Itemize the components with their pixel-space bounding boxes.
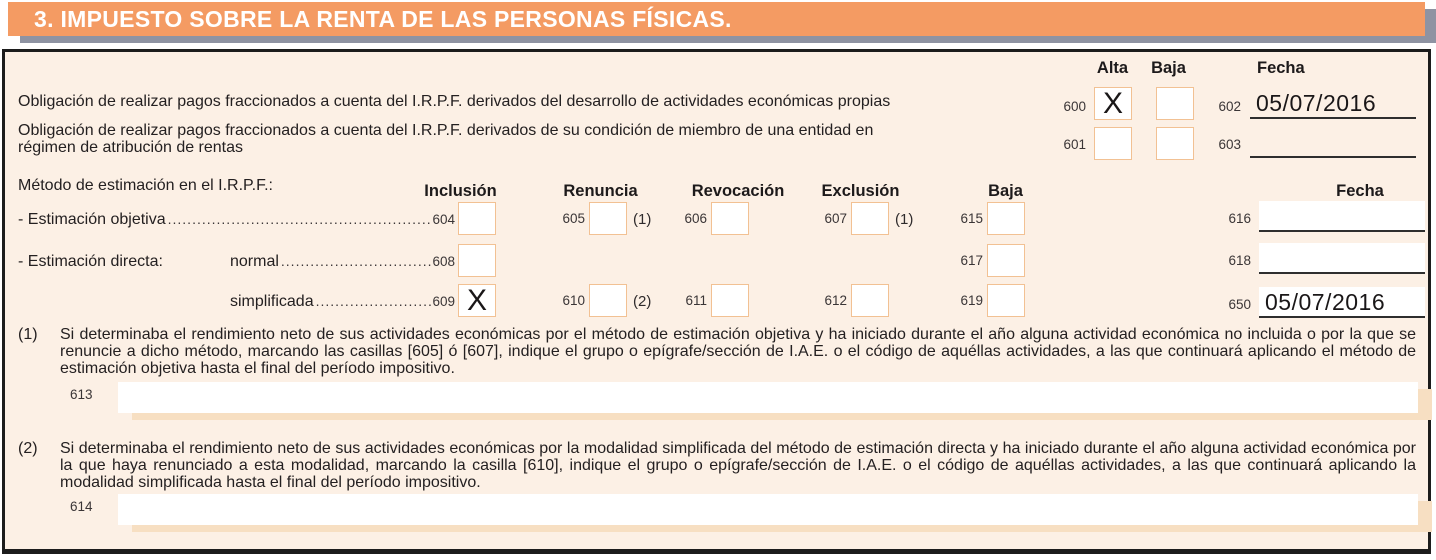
- column-header-exclusion: Exclusión: [821, 182, 900, 200]
- leader-dots: ........................................…: [315, 293, 433, 309]
- code-611: 611: [685, 293, 707, 308]
- obligation-2-label-line2: régimen de atribución de rentas: [18, 139, 244, 156]
- estimacion-objetiva-row-label: - Estimación objetiva ..................…: [18, 211, 455, 229]
- checkbox-619-baja[interactable]: [987, 284, 1025, 317]
- code-606: 606: [684, 211, 707, 226]
- code-614: 614: [70, 499, 93, 514]
- code-600: 600: [1063, 99, 1086, 114]
- field-650-fecha[interactable]: 05/07/2016: [1259, 287, 1425, 318]
- checkbox-607-exclusion[interactable]: [851, 202, 889, 235]
- checkbox-600-baja[interactable]: [1156, 87, 1194, 120]
- column-header-renuncia: Renuncia: [563, 182, 638, 200]
- metodo-title: Método de estimación en el I.R.P.F.:: [18, 177, 273, 194]
- note-ref-610: (2): [633, 293, 652, 310]
- code-610: 610: [562, 293, 585, 308]
- code-616: 616: [1228, 211, 1251, 226]
- code-612: 612: [824, 293, 847, 308]
- leader-dots: ........................................…: [280, 253, 433, 269]
- code-615: 615: [960, 211, 983, 226]
- field-616-fecha[interactable]: [1259, 201, 1425, 232]
- checkbox-610-renuncia[interactable]: [589, 284, 627, 317]
- footnote-1-text: Si determinaba el rendimiento neto de su…: [60, 326, 1416, 377]
- checkbox-600-alta[interactable]: X: [1094, 87, 1132, 120]
- code-601: 601: [1063, 137, 1086, 152]
- checkbox-604-inclusion[interactable]: [458, 202, 496, 235]
- checkbox-617-baja[interactable]: [987, 244, 1025, 277]
- footnote-2-marker: (2): [18, 440, 38, 457]
- footnote-1-marker: (1): [18, 326, 38, 343]
- normal-label: normal: [230, 253, 279, 270]
- code-617: 617: [960, 253, 983, 268]
- checkbox-601-alta[interactable]: [1094, 127, 1132, 160]
- checkbox-605-renuncia[interactable]: [589, 202, 627, 235]
- checkbox-606-revocacion[interactable]: [711, 202, 749, 235]
- field-618-fecha[interactable]: [1259, 243, 1425, 274]
- code-650: 650: [1228, 297, 1251, 312]
- code-608: 608: [432, 254, 455, 269]
- checkbox-615-baja[interactable]: [987, 202, 1025, 235]
- code-605: 605: [562, 211, 585, 226]
- column-header-inclusion: Inclusión: [424, 182, 497, 200]
- code-604: 604: [432, 212, 455, 227]
- code-603: 603: [1218, 137, 1241, 152]
- column-header-baja: Baja: [1151, 59, 1186, 77]
- code-602: 602: [1218, 99, 1241, 114]
- code-618: 618: [1228, 253, 1251, 268]
- column-header-fecha-top: Fecha: [1257, 59, 1305, 77]
- field-614-input[interactable]: [118, 494, 1418, 525]
- code-619: 619: [960, 293, 983, 308]
- code-609: 609: [432, 294, 455, 309]
- note-ref-607: (1): [895, 211, 914, 228]
- checkbox-609-mark: X: [466, 283, 487, 317]
- checkbox-608-inclusion[interactable]: [458, 244, 496, 277]
- field-602-fecha[interactable]: 05/07/2016: [1250, 88, 1416, 119]
- code-613: 613: [70, 387, 93, 402]
- column-header-alta: Alta: [1096, 59, 1129, 77]
- simplificada-label: simplificada: [230, 293, 314, 310]
- obligation-2-label-line1: Obligación de realizar pagos fraccionado…: [18, 122, 874, 139]
- field-602-value: 05/07/2016: [1256, 90, 1377, 116]
- column-header-revocacion: Revocación: [691, 182, 785, 200]
- checkbox-611-revocacion[interactable]: [711, 284, 749, 317]
- section-header: 3. IMPUESTO SOBRE LA RENTA DE LAS PERSON…: [8, 2, 1425, 36]
- estimacion-objetiva-label: - Estimación objetiva: [18, 211, 166, 228]
- footnote-2-text: Si determinaba el rendimiento neto de su…: [60, 440, 1416, 491]
- code-607: 607: [824, 211, 847, 226]
- checkbox-612-exclusion[interactable]: [851, 284, 889, 317]
- column-header-fecha-metodo: Fecha: [1336, 182, 1384, 200]
- checkbox-601-baja[interactable]: [1156, 127, 1194, 160]
- note-ref-605: (1): [633, 211, 652, 228]
- section-title: 3. IMPUESTO SOBRE LA RENTA DE LAS PERSON…: [34, 6, 732, 32]
- estimacion-directa-label: - Estimación directa:: [18, 253, 163, 270]
- estimacion-directa-simplificada-row-label: simplificada ...........................…: [230, 293, 455, 311]
- field-603-fecha[interactable]: [1250, 127, 1416, 158]
- column-header-baja-metodo: Baja: [988, 182, 1023, 200]
- estimacion-directa-normal-row-label: normal .................................…: [230, 253, 455, 271]
- obligation-1-label: Obligación de realizar pagos fraccionado…: [18, 93, 891, 110]
- checkbox-609-inclusion[interactable]: X: [458, 284, 496, 317]
- field-650-value: 05/07/2016: [1265, 289, 1386, 315]
- field-613-input[interactable]: [118, 382, 1418, 413]
- checkbox-600-mark: X: [1102, 86, 1123, 120]
- leader-dots: ........................................…: [167, 211, 433, 227]
